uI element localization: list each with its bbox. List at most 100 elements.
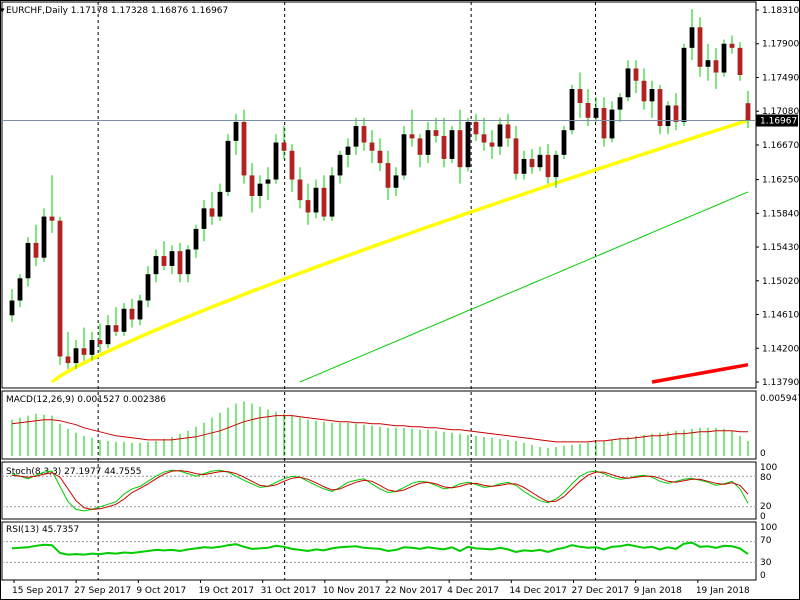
rsi-axis-70: 70 [760,536,772,546]
candle-body [153,256,159,275]
macd-label: MACD(12,26,9) 0.001527 0.002386 [6,395,166,405]
price-axis: 1.18310 1.17900 1.17490 1.17080 1.16670 1.162… [756,6,799,388]
candle-body [601,107,607,139]
candle-body [113,325,119,332]
candle-body [409,134,415,139]
stochastic-axis-80: 80 [760,473,772,483]
ema-fast-line [50,118,749,384]
candle-body [81,348,87,355]
panel-frame [1,461,757,520]
candle-body [321,187,327,217]
time-tick-label: 15 Sep 2017 [12,586,69,596]
candle-body [161,256,167,266]
candle-body [281,142,287,151]
candle-body [625,68,631,98]
candle-body [585,103,591,118]
macd-axis-bottom: 0 [760,449,766,459]
candle-body [129,308,135,320]
candle-body [273,142,279,180]
price-tick-label: 1.14610 [762,311,799,321]
candle-body [649,89,655,102]
candle-body [697,27,703,67]
price-tick-label: 1.15840 [762,209,799,219]
rsi-axis-0: 0 [760,571,766,581]
candle-body [513,138,519,174]
rsi-label: RSI(13) 45.7357 [6,525,79,535]
candle-body [369,142,375,151]
ema-slow-line [299,191,749,383]
candle-body [297,179,303,201]
candle-body [553,154,559,178]
candle-body [673,105,679,122]
price-tick-label: 1.17080 [762,107,799,117]
candle-body [609,109,615,139]
rsi-axis-30: 30 [760,558,772,568]
candle-body [497,124,503,147]
candle-body [41,216,47,258]
candle-body [489,142,495,147]
candle-body [257,183,263,196]
candle-body [577,89,583,103]
price-tick-label: 1.16250 [762,176,799,186]
candles [9,9,751,369]
candle-body [345,146,351,155]
price-panel: 1.18310 1.17900 1.17490 1.17080 1.16670 1.162… [0,6,799,388]
candle-body [9,300,15,316]
candle-body [593,107,599,118]
candle-body [233,121,239,141]
candle-body [449,130,455,159]
candle-body [121,308,127,332]
candle-body [305,200,311,213]
time-tick-label: 9 Jan 2018 [634,586,682,596]
candle-body [641,80,647,102]
price-tick-label: 1.13790 [762,378,799,388]
candle-body [217,191,223,217]
header-dropdown-icon[interactable]: ▾ [0,6,5,16]
candle-body [729,43,735,48]
candle-body [401,134,407,176]
candle-body [313,187,319,213]
rsi-panel: RSI(13) 45.7357 100 70 30 0 [2,523,777,581]
candle-body [633,68,639,81]
candle-body [665,105,671,127]
candle-body [241,121,247,176]
symbol-header: EURCHF,Daily 1.17178 1.17328 1.16876 1.1… [6,6,228,16]
candle-body [177,251,183,275]
candle-body [137,300,143,320]
candle-body [89,340,95,355]
candle-body [689,27,695,48]
candle-body [57,220,63,357]
candle-body [33,242,39,258]
stochastic-axis-0: 0 [760,512,766,522]
candle-body [65,356,71,364]
candle-body [721,43,727,73]
candle-body [481,134,487,143]
candle-body [97,340,103,345]
price-tick-label: 1.14200 [762,344,799,354]
time-tick-label: 14 Dec 2017 [509,586,567,596]
time-tick-label: 4 Dec 2017 [447,586,499,596]
candle-body [201,208,207,229]
candle-body [441,135,447,159]
time-tick-label: 19 Jan 2018 [696,586,750,596]
candle-body [705,60,711,67]
candle-body [545,154,551,178]
time-tick-label: 19 Oct 2017 [199,586,255,596]
time-tick-label: 22 Nov 2017 [385,586,443,596]
current-price-tag [756,114,798,127]
candle-body [745,103,751,121]
candle-body [417,138,423,155]
candle-body [561,130,567,155]
period-separators [97,2,596,580]
time-tick-label: 27 Dec 2017 [572,586,630,596]
candle-body [73,348,79,364]
stochastic-main-line [11,469,749,512]
candle-body [681,47,687,122]
macd-panel: MACD(12,26,9) 0.001527 0.002386 0.005947… [6,394,800,459]
macd-axis-top: 0.005947 [760,394,800,404]
candle-body [337,154,343,176]
candle-body [105,325,111,345]
